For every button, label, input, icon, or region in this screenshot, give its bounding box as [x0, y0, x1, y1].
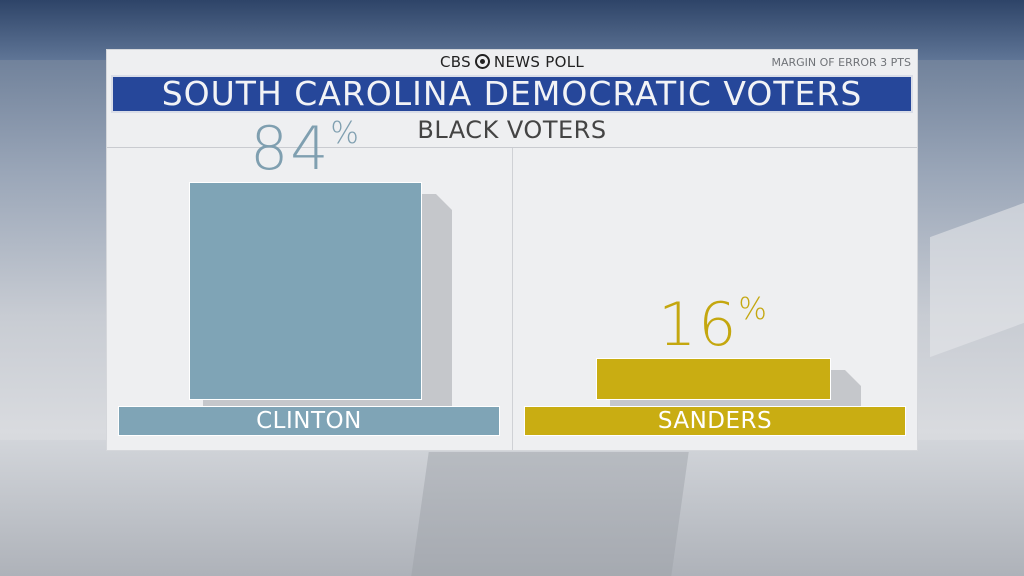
brand-news-poll: NEWS POLL [493, 53, 585, 71]
cbs-eye-icon [474, 54, 490, 69]
poll-graphic: CBS NEWS POLL MARGIN OF ERROR 3 PTS SOUTH… [106, 49, 918, 451]
bar-clinton [189, 182, 422, 400]
value-number: 84 [250, 114, 331, 184]
header-divider [107, 147, 917, 148]
brand-logo: CBS NEWS POLL [107, 53, 917, 71]
category-label-clinton: CLINTON [118, 406, 500, 436]
value-number: 16 [658, 290, 739, 360]
background-shape [411, 452, 689, 576]
bar-sanders [596, 358, 831, 400]
column-divider [512, 148, 513, 450]
background-floor [0, 440, 1024, 576]
value-label-sanders: 16% [596, 290, 831, 360]
brand-cbs: CBS [439, 53, 471, 71]
margin-of-error: MARGIN OF ERROR 3 PTS [771, 56, 912, 69]
value-unit: % [330, 116, 361, 151]
category-label-sanders: SANDERS [524, 406, 906, 436]
background-shape-right [930, 202, 1024, 358]
chart-subtitle: BLACK VOTERS [417, 116, 607, 144]
value-label-clinton: 84% [189, 114, 422, 184]
value-unit: % [738, 292, 769, 327]
chart-title: SOUTH CAROLINA DEMOCRATIC VOTERS [111, 75, 913, 113]
